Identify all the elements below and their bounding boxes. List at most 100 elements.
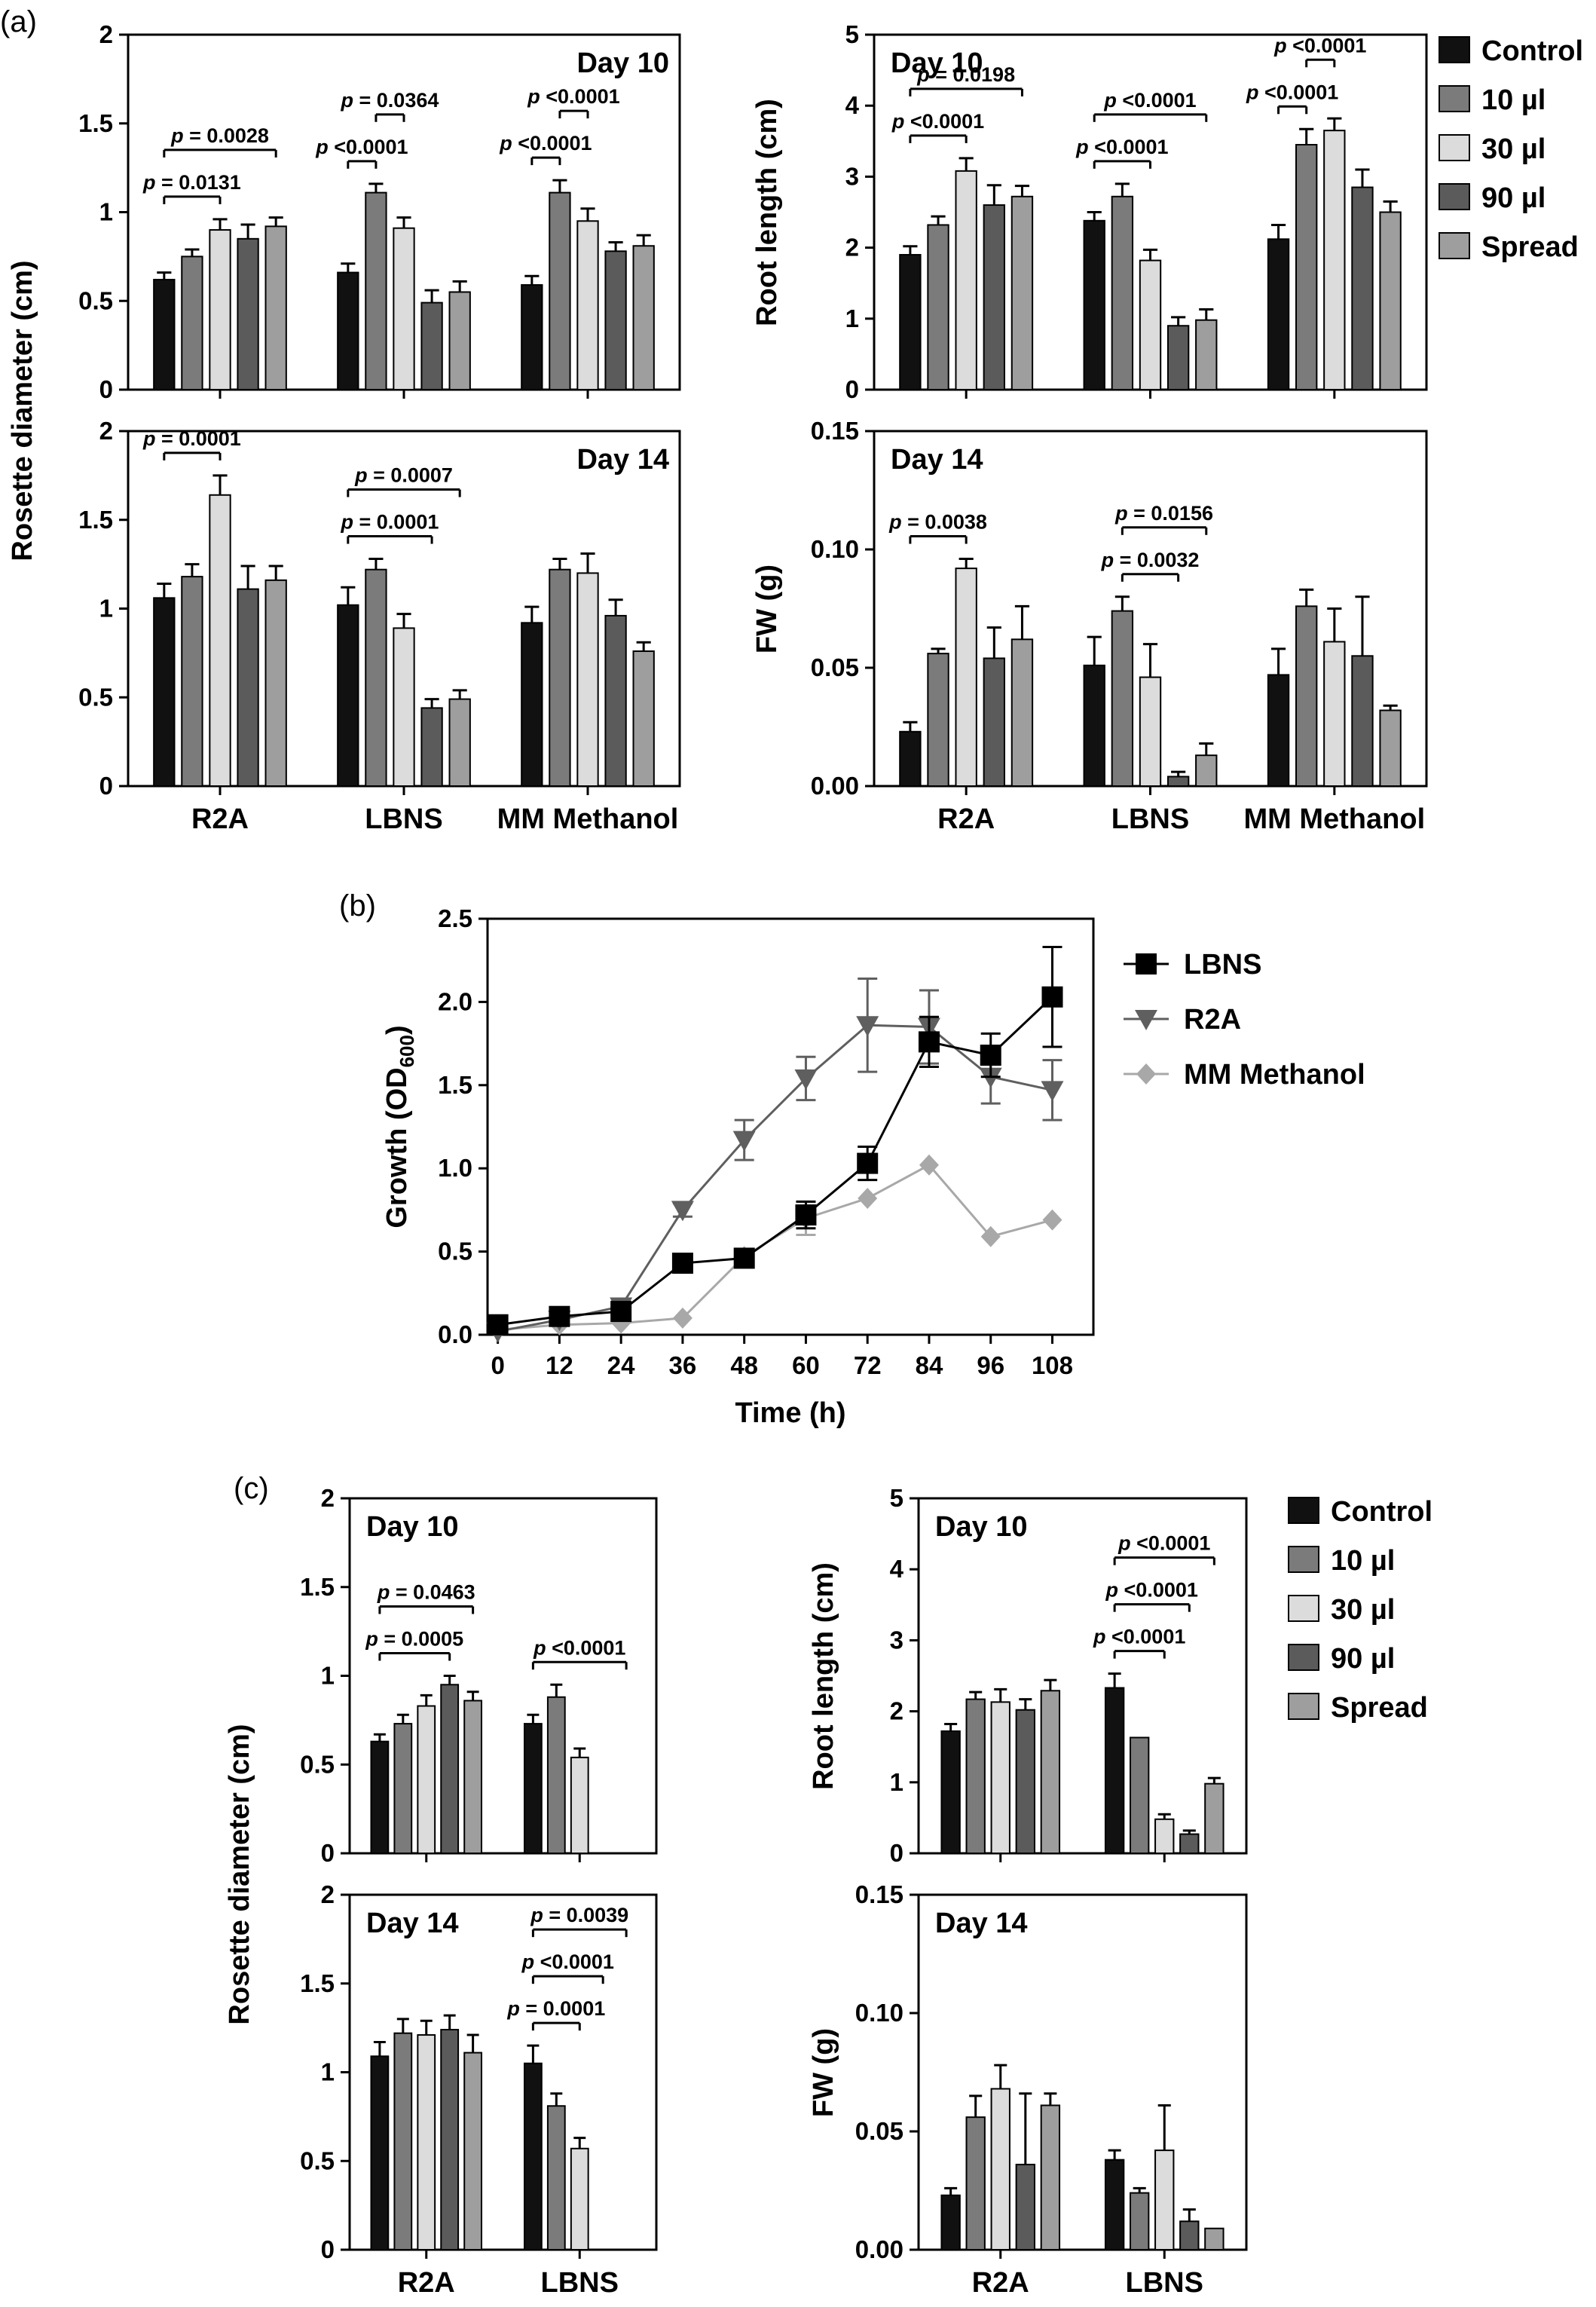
bar bbox=[181, 576, 203, 787]
bar bbox=[983, 657, 1005, 787]
bar bbox=[521, 284, 543, 390]
marker-triangle bbox=[1135, 1010, 1157, 1030]
y-tick-label: 0.05 bbox=[811, 653, 859, 681]
x-tick-label: 60 bbox=[792, 1351, 820, 1379]
bar bbox=[370, 1740, 390, 1855]
legend-c: Control 10 µl 30 µl 90 µl Spread bbox=[1288, 1496, 1432, 1724]
marker-square bbox=[918, 1031, 940, 1053]
bar bbox=[1040, 1690, 1061, 1854]
y-tick-label: 1.5 bbox=[78, 109, 113, 137]
bar bbox=[523, 2062, 543, 2251]
bar bbox=[209, 229, 231, 390]
plot-frame bbox=[917, 1497, 1248, 1855]
legend-label: 30 µl bbox=[1331, 1594, 1395, 1626]
bar bbox=[1104, 2159, 1125, 2250]
y-tick-label: 3 bbox=[845, 162, 859, 190]
bar bbox=[417, 1705, 436, 1854]
legend-swatch bbox=[1288, 1546, 1319, 1573]
marker-diamond bbox=[1136, 1063, 1156, 1085]
legend-swatch bbox=[1288, 1497, 1319, 1524]
significance-label: p <0.0001 bbox=[499, 132, 592, 155]
y-axis-label-a-root: Root length (cm) bbox=[751, 99, 783, 326]
chart-c_rd14: 0 0.5 1 1.5 2 R2A LBNS p = 0.0001 p <0.0001 p = 0… bbox=[300, 1880, 658, 2299]
marker-square bbox=[733, 1247, 755, 1269]
marker-triangle bbox=[794, 1069, 818, 1090]
x-tick-label: 24 bbox=[607, 1351, 635, 1379]
bar bbox=[576, 572, 599, 788]
bar bbox=[393, 1723, 413, 1854]
y-tick-label: 2.5 bbox=[438, 904, 472, 932]
legend-label: LBNS bbox=[1184, 949, 1261, 981]
legend-label: 30 µl bbox=[1481, 133, 1546, 165]
bar bbox=[523, 1723, 543, 1854]
y-tick-label: 0.00 bbox=[811, 772, 859, 800]
bar bbox=[1015, 1709, 1035, 1855]
bar bbox=[337, 604, 359, 787]
chart-b_growth: 0.0 0.5 1.0 1.5 2.0 2.5 0 12 24 36 48 60 72 84 96 108 Ti… bbox=[381, 904, 1365, 1429]
bar bbox=[1130, 2192, 1150, 2250]
bar bbox=[420, 301, 443, 391]
bar bbox=[965, 2116, 986, 2250]
bar bbox=[990, 1701, 1010, 1854]
x-category-label: LBNS bbox=[1126, 2267, 1203, 2299]
legend-swatch bbox=[1439, 183, 1470, 210]
bar bbox=[1010, 638, 1034, 787]
y-tick-label: 1 bbox=[890, 1768, 903, 1796]
significance-label: p <0.0001 bbox=[315, 136, 408, 158]
panel-title: Day 14 bbox=[576, 444, 669, 476]
y-tick-label: 5 bbox=[845, 20, 859, 48]
y-tick-label: 1 bbox=[845, 304, 859, 332]
significance-label: p <0.0001 bbox=[1103, 89, 1196, 112]
chart-a_rd14: 0 0.5 1 1.5 2 R2A LBNS MM Methanol p = 0.0001 p =… bbox=[78, 417, 681, 835]
bar bbox=[1130, 1736, 1150, 1855]
marker-square bbox=[980, 1045, 1001, 1066]
bar bbox=[604, 250, 627, 390]
y-tick-label: 5 bbox=[890, 1484, 903, 1512]
chart-c_rd10: 0 0.5 1 1.5 2 p = 0.0005 p = 0.0463 p <0.0001 Da… bbox=[300, 1484, 658, 1867]
bar bbox=[440, 1684, 460, 1854]
panel-title: Day 14 bbox=[891, 444, 983, 476]
y-tick-label: 0.5 bbox=[78, 286, 113, 314]
marker-square bbox=[857, 1152, 879, 1174]
y-tick-label: 0.5 bbox=[438, 1238, 472, 1265]
bar bbox=[237, 588, 259, 787]
legend-swatch bbox=[1439, 134, 1470, 161]
significance-label: p <0.0001 bbox=[1075, 136, 1168, 158]
bar bbox=[1010, 195, 1034, 390]
bar bbox=[1179, 1833, 1200, 1854]
significance-label: p = 0.0005 bbox=[365, 1628, 463, 1651]
significance-label: p = 0.0463 bbox=[377, 1581, 475, 1604]
panel-title: Day 10 bbox=[576, 47, 669, 79]
marker-square bbox=[549, 1305, 570, 1327]
bar bbox=[463, 1700, 483, 1854]
y-tick-label: 1.5 bbox=[78, 506, 113, 534]
panel-label-a: (a) bbox=[0, 5, 37, 38]
legend-label: 10 µl bbox=[1481, 84, 1546, 116]
significance-label: p = 0.0198 bbox=[916, 63, 1015, 86]
bar bbox=[1154, 1818, 1175, 1854]
bar bbox=[899, 730, 922, 788]
y-tick-label: 0 bbox=[99, 375, 113, 403]
bar bbox=[1166, 776, 1190, 787]
x-tick-label: 48 bbox=[730, 1351, 758, 1379]
y-tick-label: 2 bbox=[321, 1880, 335, 1908]
bar bbox=[899, 254, 922, 390]
series-line bbox=[497, 996, 1053, 1326]
bar bbox=[940, 1730, 961, 1855]
y-tick-label: 4 bbox=[890, 1555, 904, 1583]
marker-triangle bbox=[856, 1016, 879, 1037]
y-tick-label: 1.5 bbox=[438, 1071, 472, 1099]
x-tick-label: 36 bbox=[669, 1351, 697, 1379]
significance-label: p <0.0001 bbox=[1273, 34, 1366, 57]
bar bbox=[420, 707, 443, 788]
significance-label: p = 0.0032 bbox=[1101, 549, 1200, 571]
y-tick-label: 1 bbox=[321, 2058, 335, 2086]
bar bbox=[549, 191, 571, 390]
bar bbox=[927, 653, 949, 787]
bar bbox=[365, 191, 387, 390]
bar bbox=[1083, 664, 1105, 787]
x-tick-label: 72 bbox=[854, 1351, 882, 1379]
legend-swatch bbox=[1288, 1644, 1319, 1671]
bar bbox=[1083, 219, 1105, 390]
bar bbox=[546, 2105, 566, 2251]
